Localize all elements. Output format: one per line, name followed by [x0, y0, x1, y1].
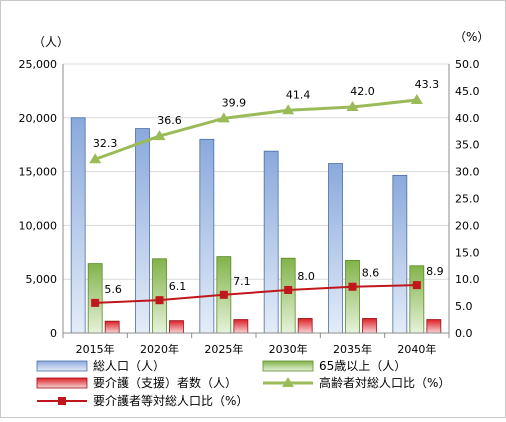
- bar-aged-65-plus: [87, 263, 103, 334]
- legend-label: 要介護（支援）者数（人）: [93, 375, 237, 390]
- right-tick-label: 10.0: [455, 273, 480, 286]
- label-care-ratio: 6.1: [169, 280, 187, 293]
- right-tick-label: 45.0: [455, 85, 480, 98]
- legend-swatch: [36, 360, 88, 372]
- legend-care-recipients: 要介護（支援）者数（人）: [36, 375, 237, 390]
- bar-care-recipients: [297, 318, 313, 334]
- marker-elderly-ratio: [410, 94, 423, 105]
- bar-total-population: [392, 174, 408, 334]
- x-tick-label: 2040年: [397, 342, 436, 356]
- legend: 総人口（人） 65歳以上（人） 要介護（支援）者数（人） 高齢者対総人口比（%） 要介護…: [36, 359, 450, 408]
- marker-elderly-ratio: [153, 130, 166, 141]
- marker-care-ratio: [219, 290, 228, 299]
- label-care-ratio: 8.9: [426, 265, 444, 278]
- x-tick-label: 2035年: [333, 342, 372, 356]
- marker-elderly-ratio: [217, 112, 230, 123]
- bar-care-recipients: [169, 320, 184, 334]
- bar-care-recipients: [362, 318, 377, 334]
- label-care-ratio: 8.0: [297, 270, 315, 283]
- label-care-ratio: 8.6: [362, 267, 380, 280]
- x-tick-label: 2020年: [140, 342, 179, 356]
- line-care-ratio: [95, 284, 417, 304]
- marker-elderly-ratio: [282, 104, 295, 115]
- left-tick-label: 20,000: [19, 112, 58, 125]
- marker-elderly-ratio: [346, 101, 359, 112]
- legend-marker: [282, 377, 294, 387]
- left-tick-label: 15,000: [19, 166, 58, 179]
- marker-elderly-ratio: [89, 153, 102, 164]
- right-tick-label: 20.0: [455, 219, 480, 232]
- legend-aged-65-plus: 65歳以上（人）: [262, 359, 406, 373]
- bar-total-population: [263, 150, 279, 334]
- right-tick-label: 15.0: [455, 246, 480, 259]
- bar-care-recipients: [104, 320, 120, 334]
- bar-total-population: [70, 117, 86, 334]
- left-tick-label: 25,000: [19, 58, 58, 71]
- right-tick-label: 35.0: [455, 139, 480, 152]
- legend-swatch: [262, 360, 314, 372]
- label-elderly-ratio: 43.3: [415, 78, 440, 91]
- bar-care-recipients: [426, 319, 442, 334]
- label-elderly-ratio: 39.9: [222, 96, 247, 109]
- legend-total-population: 総人口（人）: [36, 359, 165, 373]
- marker-care-ratio: [284, 285, 293, 294]
- bar-total-population: [135, 128, 150, 334]
- bar-aged-65-plus: [152, 258, 167, 334]
- legend-label: 高齢者対総人口比（%）: [319, 375, 450, 390]
- bar-aged-65-plus: [280, 257, 296, 334]
- legend-elderly-ratio: 高齢者対総人口比（%）: [263, 375, 450, 390]
- legend-label: 65歳以上（人）: [319, 359, 406, 373]
- right-tick-label: 30.0: [455, 166, 480, 179]
- right-axis-unit: （%）: [454, 30, 489, 44]
- axes: 0 5,000 10,000 15,000 20,000 25,000 0.0 5.0 10.0…: [19, 58, 480, 356]
- legend-label: 総人口（人）: [93, 359, 165, 373]
- right-tick-label: 40.0: [455, 112, 480, 125]
- bar-total-population: [199, 138, 215, 334]
- label-care-ratio: 7.1: [233, 275, 251, 288]
- left-tick-label: 0: [50, 327, 57, 340]
- left-tick-label: 5,000: [26, 273, 58, 286]
- bar-total-population: [328, 163, 343, 334]
- label-elderly-ratio: 42.0: [350, 85, 375, 98]
- marker-care-ratio: [91, 298, 100, 307]
- legend-marker: [58, 397, 66, 405]
- bar-series: [70, 117, 442, 334]
- right-tick-label: 0.0: [455, 327, 473, 340]
- marker-care-ratio: [155, 296, 164, 305]
- label-elderly-ratio: 41.4: [286, 88, 311, 101]
- right-tick-label: 50.0: [455, 58, 480, 71]
- line-elderly-ratio: [94, 98, 417, 161]
- bar-aged-65-plus: [409, 265, 425, 334]
- label-elderly-ratio: 32.3: [93, 137, 118, 150]
- legend-swatch: [36, 377, 88, 389]
- left-axis-unit: （人）: [33, 35, 69, 49]
- right-tick-label: 5.0: [455, 300, 473, 313]
- label-care-ratio: 5.6: [104, 283, 122, 296]
- line-series: 32.3 36.6 39.9 41.4 42.0 43.3 5.6 6.1 7.1 8.0 8.6 8…: [89, 78, 444, 307]
- x-tick-label: 2030年: [269, 342, 308, 356]
- bar-care-recipients: [233, 319, 249, 334]
- bar-aged-65-plus: [345, 259, 360, 334]
- marker-care-ratio: [348, 282, 357, 291]
- legend-care-ratio: 要介護者等対総人口比（%）: [37, 393, 248, 408]
- legend-label: 要介護者等対総人口比（%）: [93, 393, 248, 408]
- x-tick-label: 2025年: [204, 342, 243, 356]
- left-tick-label: 10,000: [19, 219, 58, 232]
- x-tick-label: 2015年: [76, 342, 115, 356]
- marker-care-ratio: [412, 281, 421, 290]
- right-tick-label: 25.0: [455, 193, 480, 206]
- label-elderly-ratio: 36.6: [157, 114, 182, 127]
